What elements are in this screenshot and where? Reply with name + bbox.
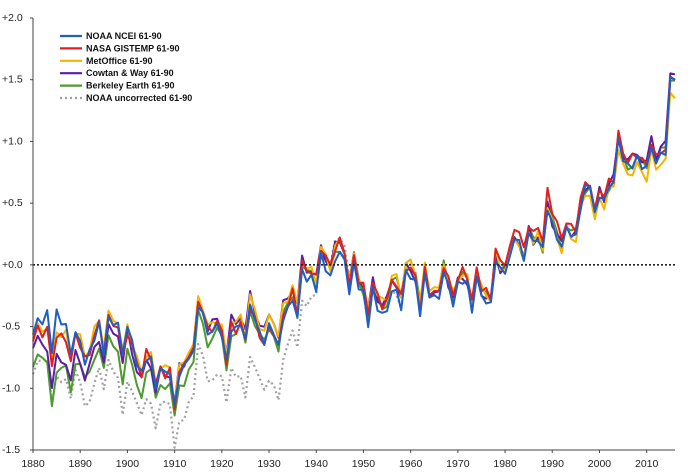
legend: NOAA NCEI 61-90 NASA GISTEMP 61-90 MetOffi… [60,31,192,103]
x-tick-label: 1940 [305,458,329,470]
y-tick-label: +1.0 [2,135,23,147]
x-tick-label: 1910 [163,458,187,470]
y-tick-label: +1.5 [2,74,23,86]
legend-label: MetOffice 61-90 [86,56,153,66]
y-tick-label: +2.0 [2,12,23,24]
x-tick-label: 1890 [69,458,93,470]
x-tick-label: 1990 [541,458,565,470]
x-tick-label: 1960 [399,458,423,470]
x-tick-label: 1980 [493,458,517,470]
legend-label: NASA GISTEMP 61-90 [86,43,180,53]
series-line-noaa-uncorrected-61-90 [31,237,426,449]
series-line-noaa-ncei-61-90 [32,76,676,406]
x-tick-label: 1900 [116,458,140,470]
x-tick-label: 1920 [210,458,234,470]
legend-label: Berkeley Earth 61-90 [86,81,175,91]
x-tick-label: 1930 [257,458,281,470]
y-tick-label: +0.5 [2,197,23,209]
y-tick-label: -1.5 [2,444,20,456]
legend-label: Cowtan & Way 61-90 [86,68,174,78]
x-tick-label: 1880 [21,458,45,470]
legend-label: NOAA uncorrected 61-90 [86,93,192,103]
legend-label: NOAA NCEI 61-90 [86,31,162,41]
plot-area [33,18,675,450]
y-tick-label: -1.0 [2,382,20,394]
series-lines [31,72,676,449]
x-tick-labels: 1880 1890 1900 1910 1920 1930 1940 1950 1960 1970… [21,450,659,470]
y-tick-labels: -1.5 -1.0 -0.5 +0.0 +0.5 +1.0 +1.5 +2.0 [2,12,33,456]
y-tick-label: +0.0 [2,259,23,271]
x-tick-label: 2010 [635,458,659,470]
x-tick-label: 1970 [446,458,470,470]
axes [32,18,675,451]
x-tick-label: 2000 [588,458,612,470]
y-tick-label: -0.5 [2,321,20,333]
series-line-nasa-gistemp-61-90 [32,75,676,411]
x-tick-label: 1950 [352,458,376,470]
